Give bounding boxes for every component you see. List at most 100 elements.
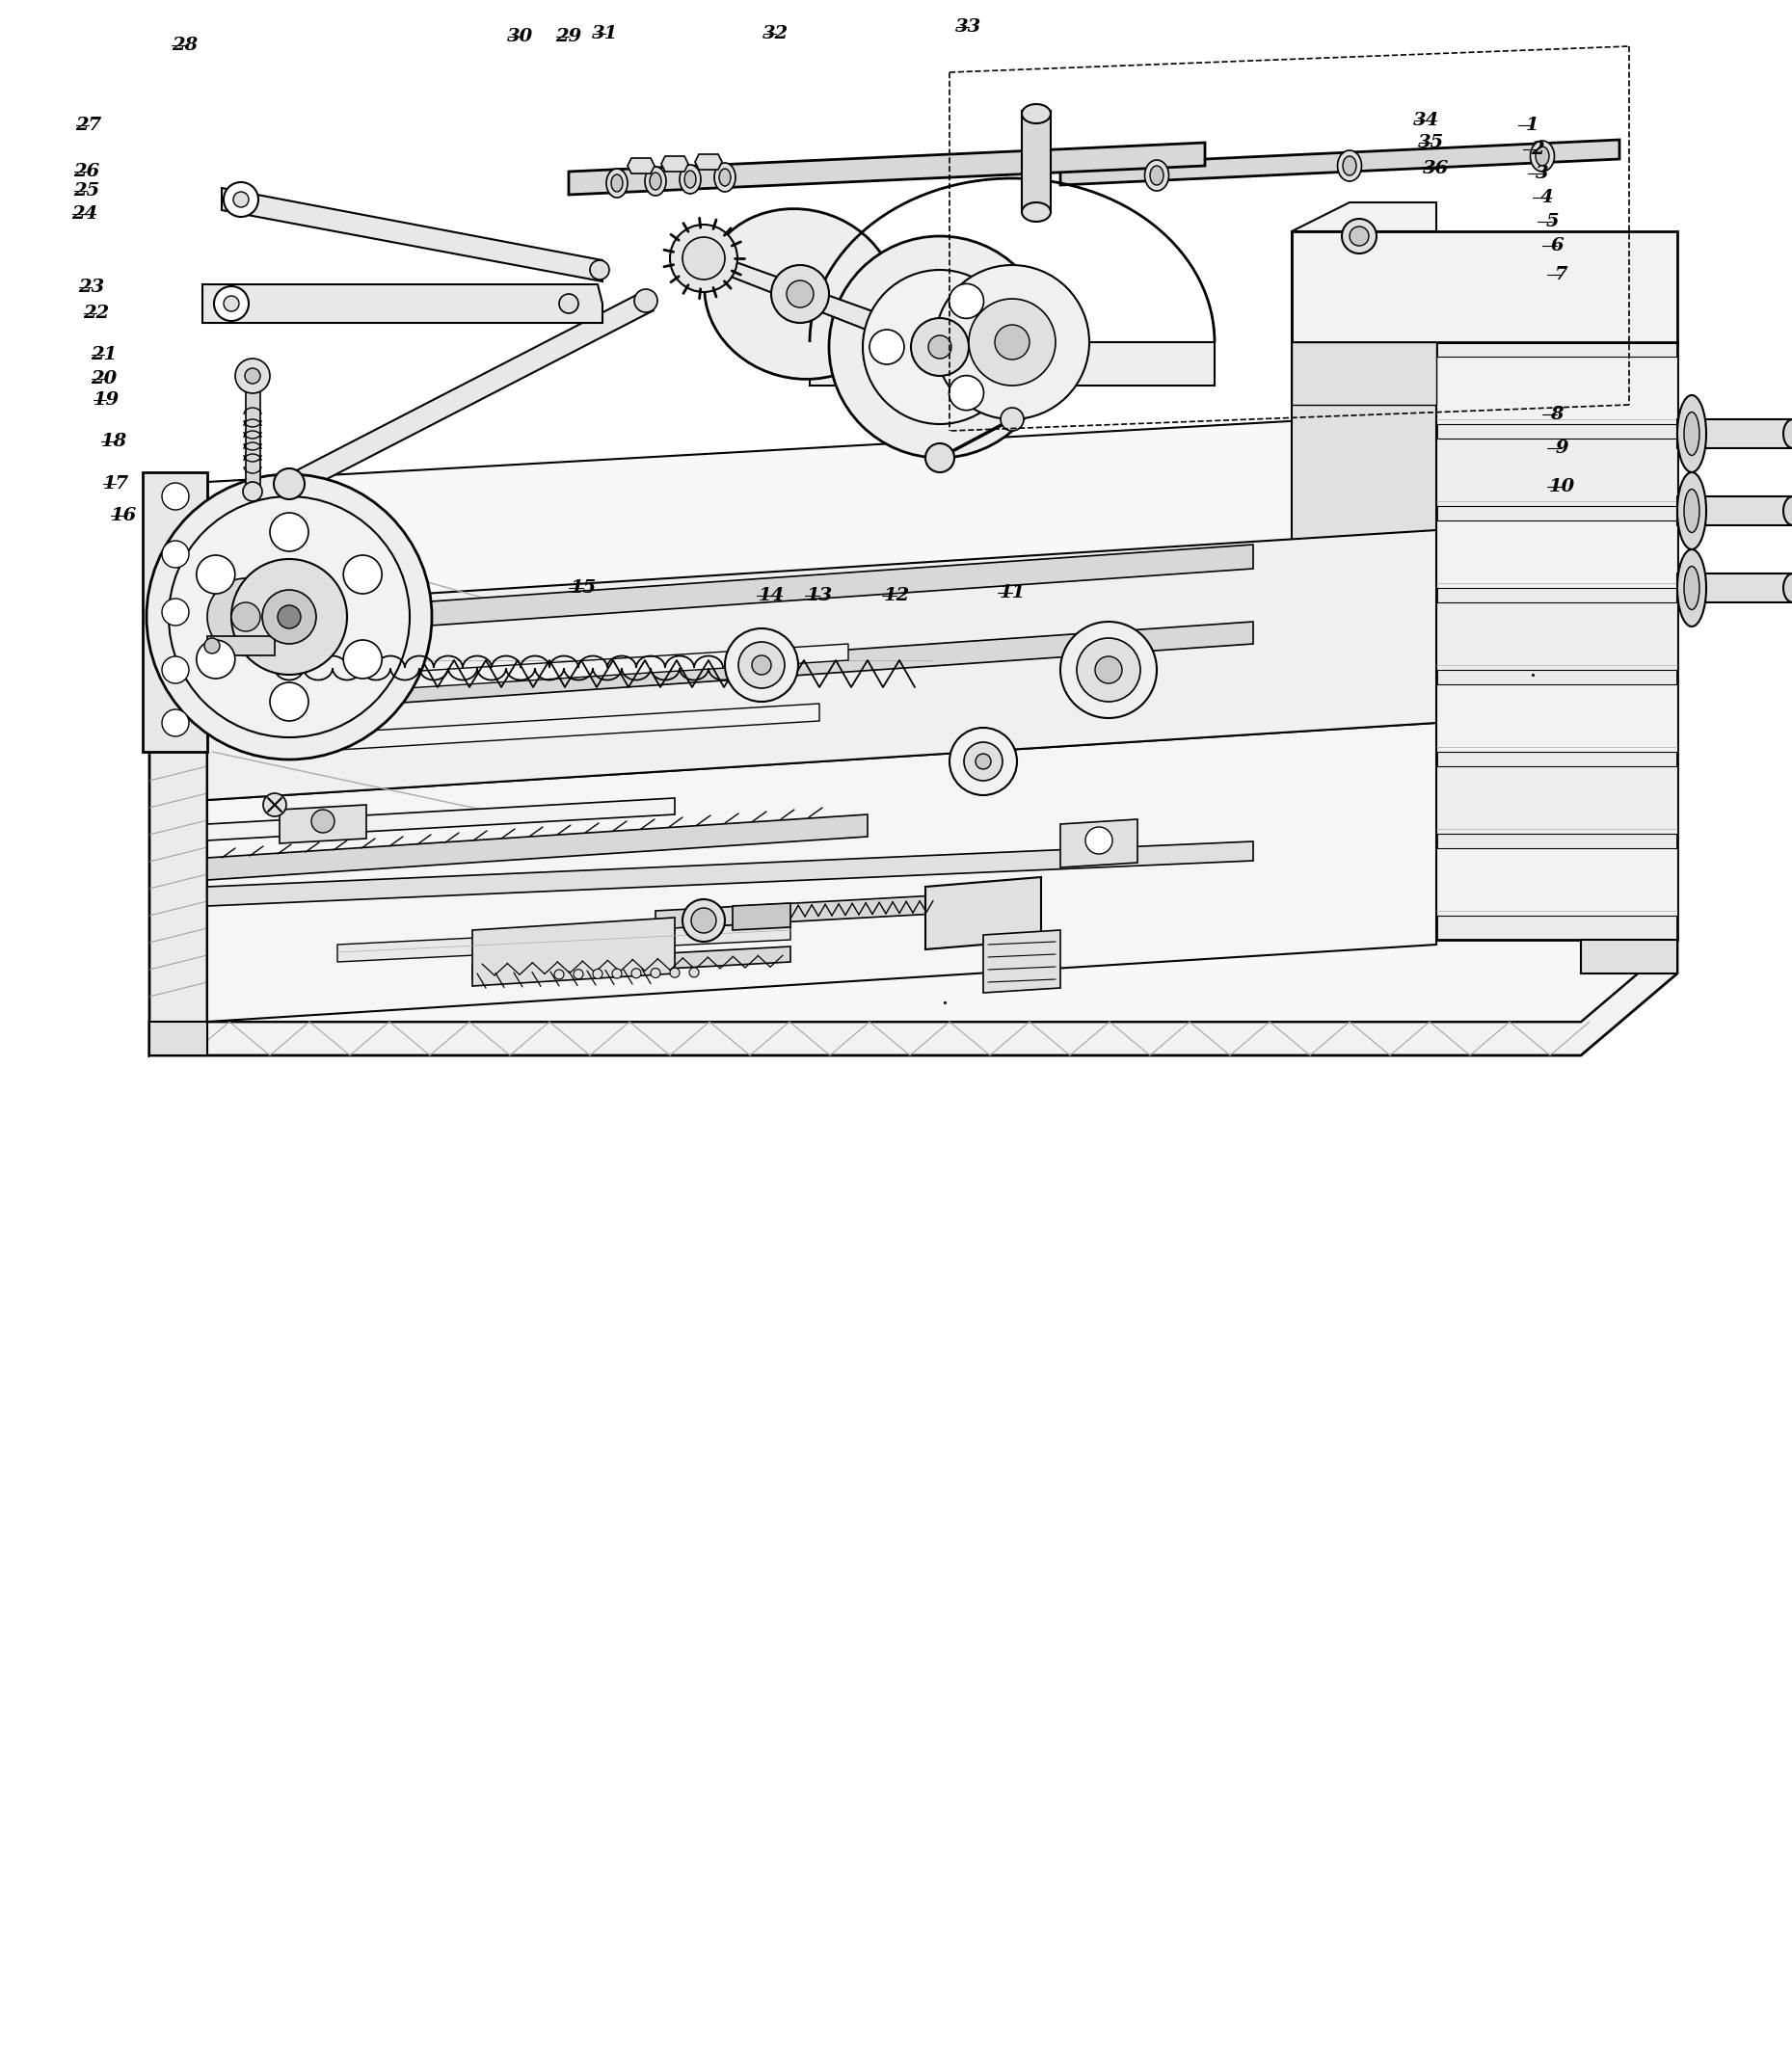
Circle shape [925, 443, 955, 472]
Polygon shape [222, 189, 602, 281]
Circle shape [753, 655, 771, 675]
Circle shape [161, 540, 188, 569]
Ellipse shape [1684, 413, 1699, 456]
Polygon shape [202, 283, 602, 322]
Circle shape [631, 969, 642, 977]
Ellipse shape [1342, 156, 1357, 175]
Ellipse shape [679, 164, 701, 193]
Circle shape [224, 183, 258, 218]
Text: 1: 1 [1527, 117, 1539, 133]
Ellipse shape [1684, 567, 1699, 610]
Polygon shape [568, 142, 1204, 195]
Polygon shape [733, 903, 790, 930]
Polygon shape [208, 530, 1437, 801]
Circle shape [683, 899, 726, 942]
Ellipse shape [1677, 550, 1706, 626]
Circle shape [935, 265, 1090, 419]
Text: 15: 15 [570, 579, 597, 597]
Circle shape [231, 558, 348, 675]
Circle shape [593, 969, 602, 979]
Circle shape [830, 236, 1050, 458]
Polygon shape [1581, 940, 1677, 973]
Polygon shape [208, 544, 1253, 641]
Circle shape [208, 579, 285, 655]
Circle shape [161, 657, 188, 684]
Ellipse shape [1677, 472, 1706, 550]
Text: 16: 16 [111, 507, 136, 524]
Text: 31: 31 [591, 25, 618, 43]
Polygon shape [337, 922, 790, 963]
Polygon shape [289, 292, 654, 493]
Polygon shape [208, 343, 1677, 1022]
Circle shape [1349, 226, 1369, 246]
Circle shape [168, 497, 410, 737]
Ellipse shape [1530, 142, 1554, 172]
Ellipse shape [1021, 203, 1050, 222]
Circle shape [975, 753, 991, 770]
Circle shape [161, 710, 188, 737]
Polygon shape [1437, 684, 1677, 751]
Polygon shape [473, 946, 790, 979]
Polygon shape [208, 622, 1253, 716]
Text: 7: 7 [1555, 267, 1568, 283]
Text: 2: 2 [1530, 142, 1545, 158]
Circle shape [344, 641, 382, 680]
Text: 32: 32 [763, 25, 788, 43]
Text: 13: 13 [806, 587, 833, 604]
Text: 28: 28 [172, 37, 199, 53]
Ellipse shape [1021, 105, 1050, 123]
Circle shape [650, 969, 659, 977]
Text: 25: 25 [73, 183, 100, 199]
Circle shape [271, 513, 308, 552]
Polygon shape [1292, 232, 1677, 343]
Circle shape [683, 236, 726, 279]
Circle shape [224, 296, 238, 312]
Circle shape [1086, 827, 1113, 854]
Text: 29: 29 [556, 29, 582, 45]
Circle shape [161, 482, 188, 509]
Text: 23: 23 [79, 279, 104, 296]
Circle shape [1077, 638, 1140, 702]
Ellipse shape [1536, 146, 1548, 166]
Polygon shape [149, 482, 208, 1055]
Text: 11: 11 [998, 585, 1025, 602]
Text: 18: 18 [100, 433, 127, 450]
Text: 30: 30 [507, 29, 534, 45]
Polygon shape [280, 805, 366, 844]
Text: 5: 5 [1545, 214, 1559, 230]
Circle shape [910, 318, 969, 376]
Polygon shape [1677, 573, 1792, 602]
Ellipse shape [1337, 150, 1362, 181]
Circle shape [1000, 409, 1023, 431]
Circle shape [771, 265, 830, 322]
Text: 27: 27 [75, 117, 102, 133]
Ellipse shape [1150, 166, 1163, 185]
Circle shape [862, 269, 1018, 425]
Ellipse shape [1145, 160, 1168, 191]
Polygon shape [1061, 140, 1620, 185]
Text: 19: 19 [93, 392, 120, 409]
Circle shape [231, 602, 260, 632]
Ellipse shape [1684, 489, 1699, 532]
Text: 22: 22 [82, 304, 109, 322]
Polygon shape [208, 842, 1253, 905]
Circle shape [312, 809, 335, 834]
Ellipse shape [1783, 419, 1792, 448]
Circle shape [692, 907, 717, 932]
Ellipse shape [685, 170, 695, 189]
Circle shape [726, 628, 797, 702]
Polygon shape [473, 918, 676, 985]
Text: 24: 24 [72, 205, 99, 222]
Text: 20: 20 [91, 370, 116, 388]
Ellipse shape [1783, 573, 1792, 602]
Text: 21: 21 [91, 347, 116, 363]
Circle shape [246, 367, 260, 384]
Polygon shape [925, 877, 1041, 948]
Text: 34: 34 [1414, 111, 1439, 129]
Circle shape [274, 468, 305, 499]
Circle shape [590, 261, 609, 279]
Polygon shape [1437, 602, 1677, 669]
Circle shape [244, 482, 262, 501]
Circle shape [161, 599, 188, 626]
Text: 26: 26 [73, 162, 100, 181]
